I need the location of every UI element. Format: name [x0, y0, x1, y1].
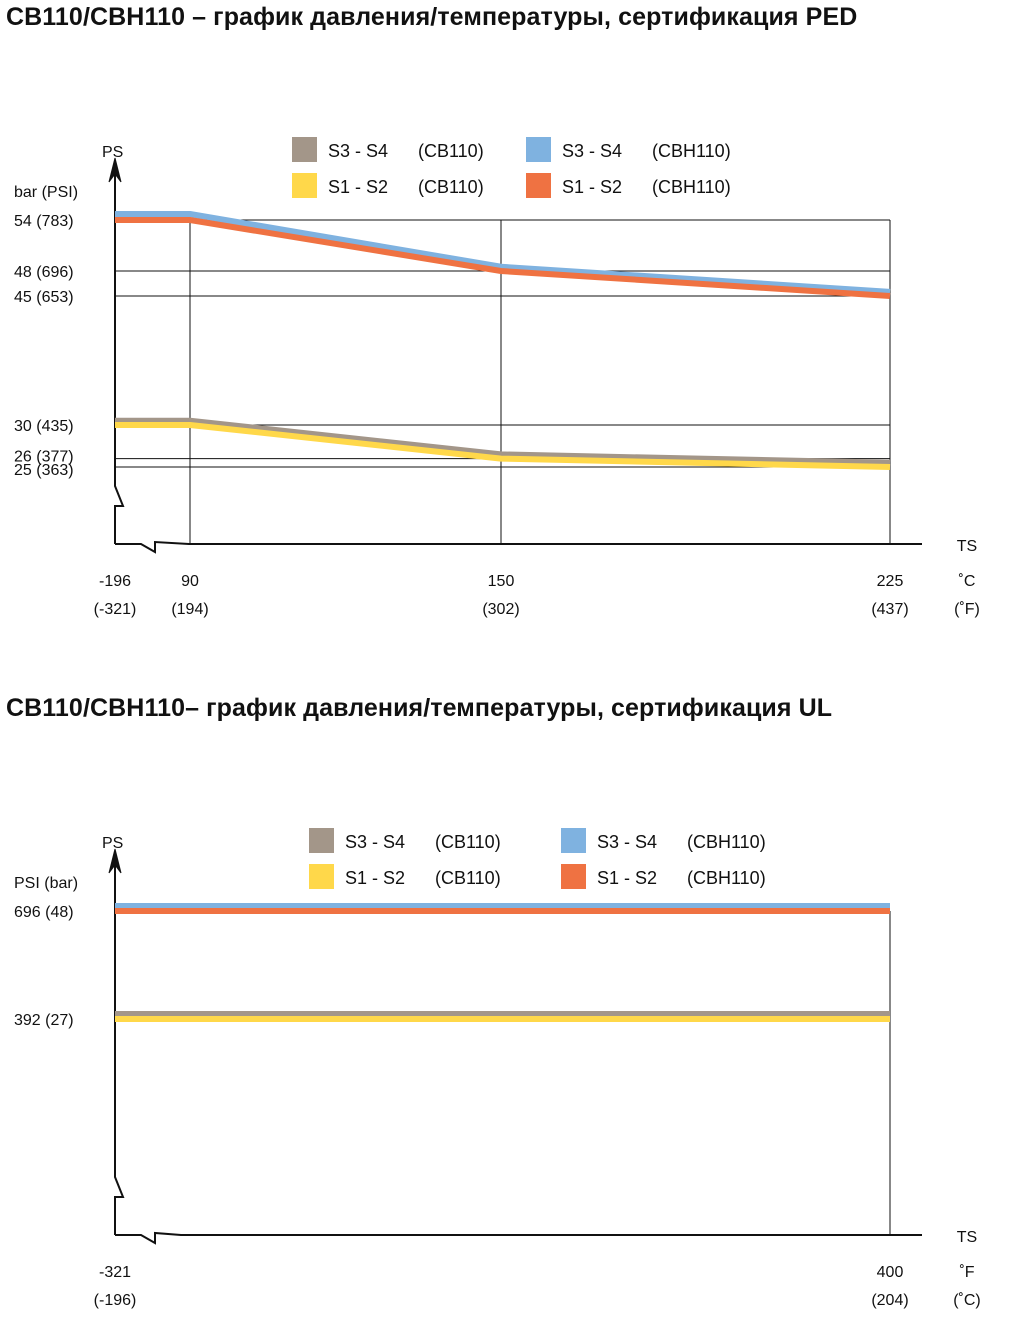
ped-chart: 54 (783) 48 (696) 45 (653) 30 (435) 26 (377)…	[14, 137, 980, 618]
x-axis-unit: ˚F	[959, 1264, 974, 1281]
chart-title-ul: CB110/CBH110– график давления/температур…	[6, 694, 833, 722]
legend-series-label: S3 - S4	[345, 832, 405, 852]
legend-series-label: S3 - S4	[597, 832, 657, 852]
legend-swatch	[561, 864, 586, 889]
legend-model-label: (CB110)	[435, 868, 501, 888]
legend-model-label: (CBH110)	[687, 868, 766, 888]
y-tick-label: 26 (377)	[14, 449, 74, 466]
legend-swatch	[292, 137, 317, 162]
y-tick-label: 30 (435)	[14, 418, 74, 435]
series-line	[115, 211, 891, 295]
legend-model-label: (CB110)	[418, 177, 484, 197]
legend-model-label: (CB110)	[435, 832, 501, 852]
legend-swatch	[309, 828, 334, 853]
x-tick-sublabel: (302)	[482, 601, 519, 618]
x-tick-label: 225	[877, 573, 904, 590]
y-axis-units: PSI (bar)	[14, 875, 78, 892]
legend-series-label: S1 - S2	[345, 868, 405, 888]
x-tick-sublabel: (437)	[871, 601, 908, 618]
legend-swatch	[292, 173, 317, 198]
y-axis-arrow	[108, 848, 122, 874]
y-tick-label: 696 (48)	[14, 904, 74, 921]
y-axis	[114, 166, 125, 544]
y-tick-label: 392 (27)	[14, 1012, 74, 1029]
legend-model-label: (CBH110)	[652, 177, 731, 197]
x-tick-sublabel: (194)	[171, 601, 208, 618]
x-tick-sublabel: (-321)	[94, 601, 137, 618]
legend-series-label: S1 - S2	[597, 868, 657, 888]
y-axis-arrow	[108, 157, 122, 183]
legend-swatch	[309, 864, 334, 889]
y-tick-label: 54 (783)	[14, 213, 74, 230]
x-axis-title: TS	[957, 538, 977, 555]
x-axis-unit-secondary: (˚C)	[953, 1292, 981, 1309]
y-tick-label: 48 (696)	[14, 264, 74, 281]
y-tick-label: 45 (653)	[14, 289, 74, 306]
x-tick-label: 150	[488, 573, 515, 590]
chart-title-ped: CB110/CBH110 – график давления/температу…	[6, 3, 858, 31]
x-tick-label: -321	[99, 1264, 131, 1281]
legend-model-label: (CBH110)	[652, 141, 731, 161]
legend-series-label: S1 - S2	[562, 177, 622, 197]
legend-series-label: S3 - S4	[562, 141, 622, 161]
legend-swatch	[561, 828, 586, 853]
legend-model-label: (CB110)	[418, 141, 484, 161]
x-tick-label: 90	[181, 573, 199, 590]
x-axis-unit-secondary: (˚F)	[954, 601, 980, 618]
legend-series-label: S3 - S4	[328, 141, 388, 161]
x-axis	[115, 1231, 922, 1245]
x-tick-sublabel: (-196)	[94, 1292, 137, 1309]
x-tick-label: 400	[877, 1264, 904, 1281]
x-tick-sublabel: (204)	[871, 1292, 908, 1309]
y-tick-label: 25 (363)	[14, 462, 74, 479]
x-tick-label: -196	[99, 573, 131, 590]
x-axis-unit: ˚C	[959, 573, 976, 590]
legend-swatch	[526, 173, 551, 198]
legend-swatch	[526, 137, 551, 162]
x-axis	[115, 540, 922, 554]
y-axis-title: PS	[102, 835, 123, 852]
y-axis-title: PS	[102, 144, 123, 161]
y-axis-units: bar (PSI)	[14, 184, 78, 201]
legend-model-label: (CBH110)	[687, 832, 766, 852]
series-line	[115, 217, 891, 299]
series-line	[115, 422, 891, 470]
series-line	[115, 417, 891, 466]
y-axis	[114, 857, 125, 1235]
legend-series-label: S1 - S2	[328, 177, 388, 197]
x-axis-title: TS	[957, 1229, 977, 1246]
